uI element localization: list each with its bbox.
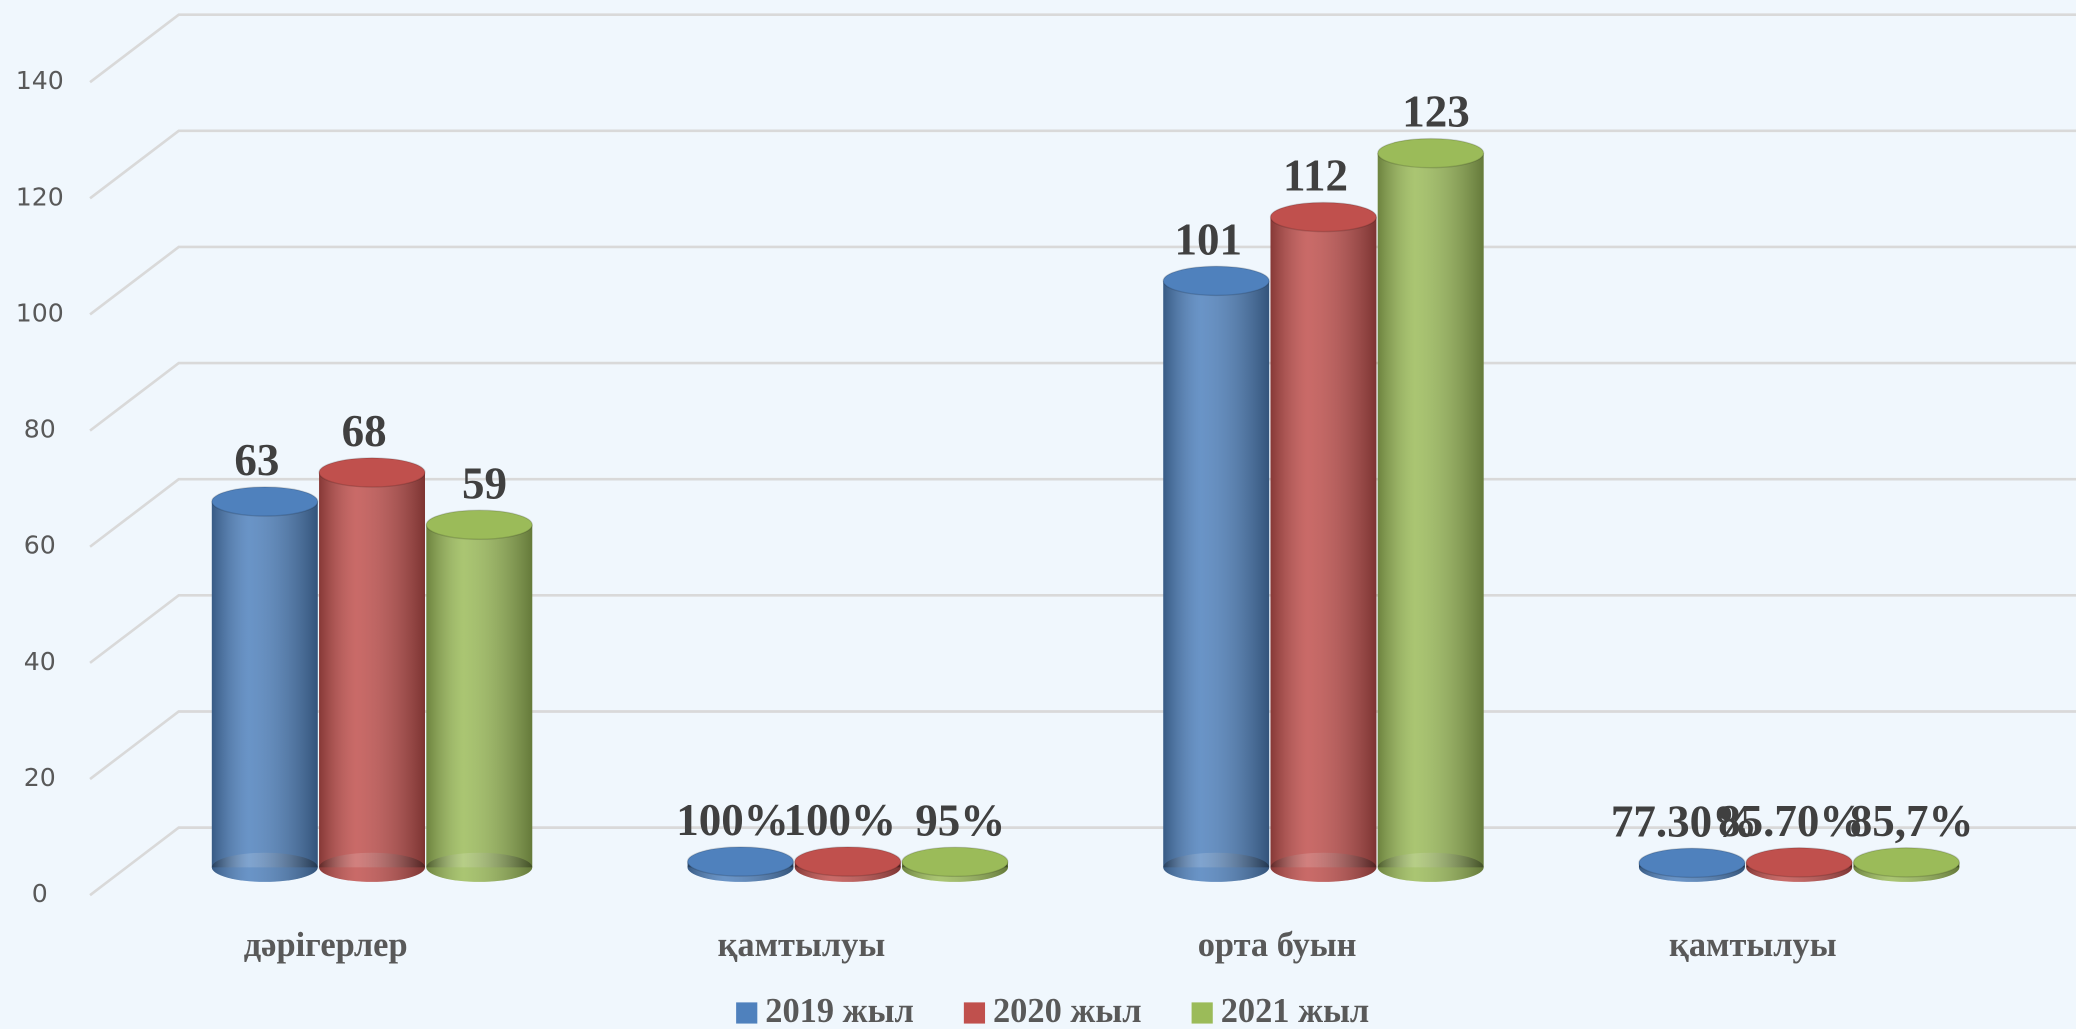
legend-label: 2021 жыл — [1221, 992, 1370, 1029]
bar-top — [1162, 265, 1270, 297]
grid-line — [89, 129, 2076, 200]
x-tick-label: қамтылуы — [718, 926, 886, 964]
bar-shade — [1377, 153, 1484, 868]
value-label: 123 — [1402, 87, 1470, 137]
bar-shade — [211, 501, 318, 868]
value-label: 95% — [915, 795, 1005, 845]
bar-shade — [426, 524, 533, 868]
x-tick-label: қамтылуы — [1669, 926, 1837, 964]
bar-top — [425, 509, 533, 540]
y-tick-label: 100 — [16, 298, 64, 327]
bar-top — [1377, 137, 1485, 169]
bar-top — [1638, 847, 1746, 879]
bar-top — [686, 846, 795, 877]
bar-base-shade — [211, 852, 318, 882]
value-label: 63 — [234, 435, 279, 485]
y-tick-label: 0 — [32, 879, 48, 908]
y-tick-label: 20 — [24, 763, 56, 792]
y-tick-label: 120 — [16, 182, 64, 211]
legend-swatch — [1191, 1002, 1213, 1024]
y-tick-label: 40 — [24, 647, 56, 676]
value-label: 100% — [784, 795, 896, 845]
value-label: 59 — [462, 458, 507, 508]
y-tick-label: 140 — [16, 66, 64, 95]
grid-line — [89, 361, 2076, 432]
bar-top — [211, 486, 319, 517]
x-tick-label: дәрігерлер — [244, 926, 408, 964]
value-label: 77.30% — [1611, 796, 1757, 846]
bar-base-shade — [1163, 852, 1270, 882]
value-label: 101 — [1175, 214, 1243, 264]
y-tick-label: 80 — [24, 415, 56, 444]
value-label: 85,7% — [1850, 796, 1974, 846]
bar-top — [901, 846, 1009, 878]
bar-base-shade — [319, 852, 425, 882]
bar-top — [318, 457, 426, 488]
bar-top — [1852, 847, 1961, 878]
value-label: 100% — [676, 795, 789, 845]
bar-top — [1745, 847, 1853, 878]
legend-swatch — [736, 1002, 758, 1024]
legend-swatch — [963, 1002, 986, 1024]
value-label: 85.70% — [1718, 796, 1864, 846]
bar-shade — [319, 472, 425, 868]
bar-base-shade — [1270, 852, 1377, 882]
x-tick-label: орта буын — [1198, 926, 1357, 964]
legend-label: 2019 жыл — [765, 992, 914, 1029]
y-tick-label: 60 — [24, 531, 56, 560]
bar-top — [1269, 201, 1378, 233]
bar-base-shade — [426, 852, 533, 882]
grid-line — [89, 245, 2076, 316]
bar-shade — [1163, 280, 1270, 868]
bar-top — [794, 846, 902, 877]
grid-line — [89, 13, 2076, 84]
bar-shade — [1270, 217, 1377, 868]
legend-label: 2020 жыл — [993, 992, 1142, 1029]
value-label: 112 — [1283, 151, 1348, 201]
value-label: 68 — [342, 406, 387, 456]
bar-base-shade — [1377, 852, 1484, 882]
